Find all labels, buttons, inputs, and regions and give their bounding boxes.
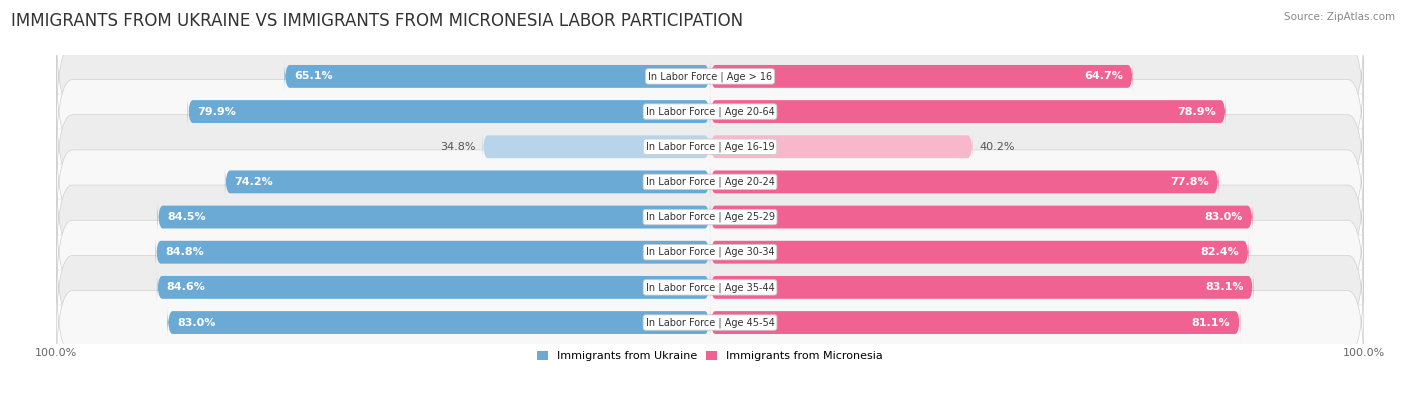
Text: In Labor Force | Age 20-64: In Labor Force | Age 20-64 — [645, 106, 775, 117]
Text: 74.2%: 74.2% — [235, 177, 274, 187]
FancyBboxPatch shape — [710, 130, 973, 164]
FancyBboxPatch shape — [56, 231, 1364, 343]
Text: 79.9%: 79.9% — [197, 107, 236, 117]
FancyBboxPatch shape — [56, 161, 1364, 273]
Text: In Labor Force | Age 25-29: In Labor Force | Age 25-29 — [645, 212, 775, 222]
FancyBboxPatch shape — [710, 60, 1133, 93]
FancyBboxPatch shape — [225, 165, 710, 199]
Text: In Labor Force | Age 35-44: In Labor Force | Age 35-44 — [645, 282, 775, 293]
FancyBboxPatch shape — [710, 306, 1240, 339]
Text: 83.0%: 83.0% — [177, 318, 215, 327]
FancyBboxPatch shape — [56, 91, 1364, 203]
FancyBboxPatch shape — [710, 95, 1226, 128]
FancyBboxPatch shape — [56, 56, 1364, 167]
Text: 65.1%: 65.1% — [294, 71, 333, 81]
Text: In Labor Force | Age 16-19: In Labor Force | Age 16-19 — [645, 141, 775, 152]
Text: In Labor Force | Age > 16: In Labor Force | Age > 16 — [648, 71, 772, 82]
Text: 40.2%: 40.2% — [980, 142, 1015, 152]
FancyBboxPatch shape — [187, 95, 710, 128]
FancyBboxPatch shape — [157, 200, 710, 234]
FancyBboxPatch shape — [710, 165, 1219, 199]
Text: 84.6%: 84.6% — [167, 282, 205, 292]
FancyBboxPatch shape — [56, 21, 1364, 132]
Text: 82.4%: 82.4% — [1201, 247, 1239, 257]
Text: 34.8%: 34.8% — [440, 142, 477, 152]
Text: In Labor Force | Age 45-54: In Labor Force | Age 45-54 — [645, 317, 775, 328]
Legend: Immigrants from Ukraine, Immigrants from Micronesia: Immigrants from Ukraine, Immigrants from… — [537, 351, 883, 361]
FancyBboxPatch shape — [156, 235, 710, 269]
Text: 78.9%: 78.9% — [1177, 107, 1216, 117]
Text: 64.7%: 64.7% — [1084, 71, 1123, 81]
FancyBboxPatch shape — [710, 271, 1253, 304]
Text: In Labor Force | Age 30-34: In Labor Force | Age 30-34 — [645, 247, 775, 258]
FancyBboxPatch shape — [157, 271, 710, 304]
Text: 84.8%: 84.8% — [166, 247, 204, 257]
Text: 83.1%: 83.1% — [1205, 282, 1243, 292]
Text: Source: ZipAtlas.com: Source: ZipAtlas.com — [1284, 12, 1395, 22]
FancyBboxPatch shape — [284, 60, 710, 93]
FancyBboxPatch shape — [710, 200, 1253, 234]
Text: In Labor Force | Age 20-24: In Labor Force | Age 20-24 — [645, 177, 775, 187]
Text: 77.8%: 77.8% — [1170, 177, 1209, 187]
Text: IMMIGRANTS FROM UKRAINE VS IMMIGRANTS FROM MICRONESIA LABOR PARTICIPATION: IMMIGRANTS FROM UKRAINE VS IMMIGRANTS FR… — [11, 12, 744, 30]
FancyBboxPatch shape — [710, 235, 1249, 269]
FancyBboxPatch shape — [56, 267, 1364, 378]
FancyBboxPatch shape — [167, 306, 710, 339]
FancyBboxPatch shape — [56, 196, 1364, 308]
Text: 81.1%: 81.1% — [1192, 318, 1230, 327]
Text: 83.0%: 83.0% — [1205, 212, 1243, 222]
FancyBboxPatch shape — [482, 130, 710, 164]
Text: 84.5%: 84.5% — [167, 212, 207, 222]
FancyBboxPatch shape — [56, 126, 1364, 238]
